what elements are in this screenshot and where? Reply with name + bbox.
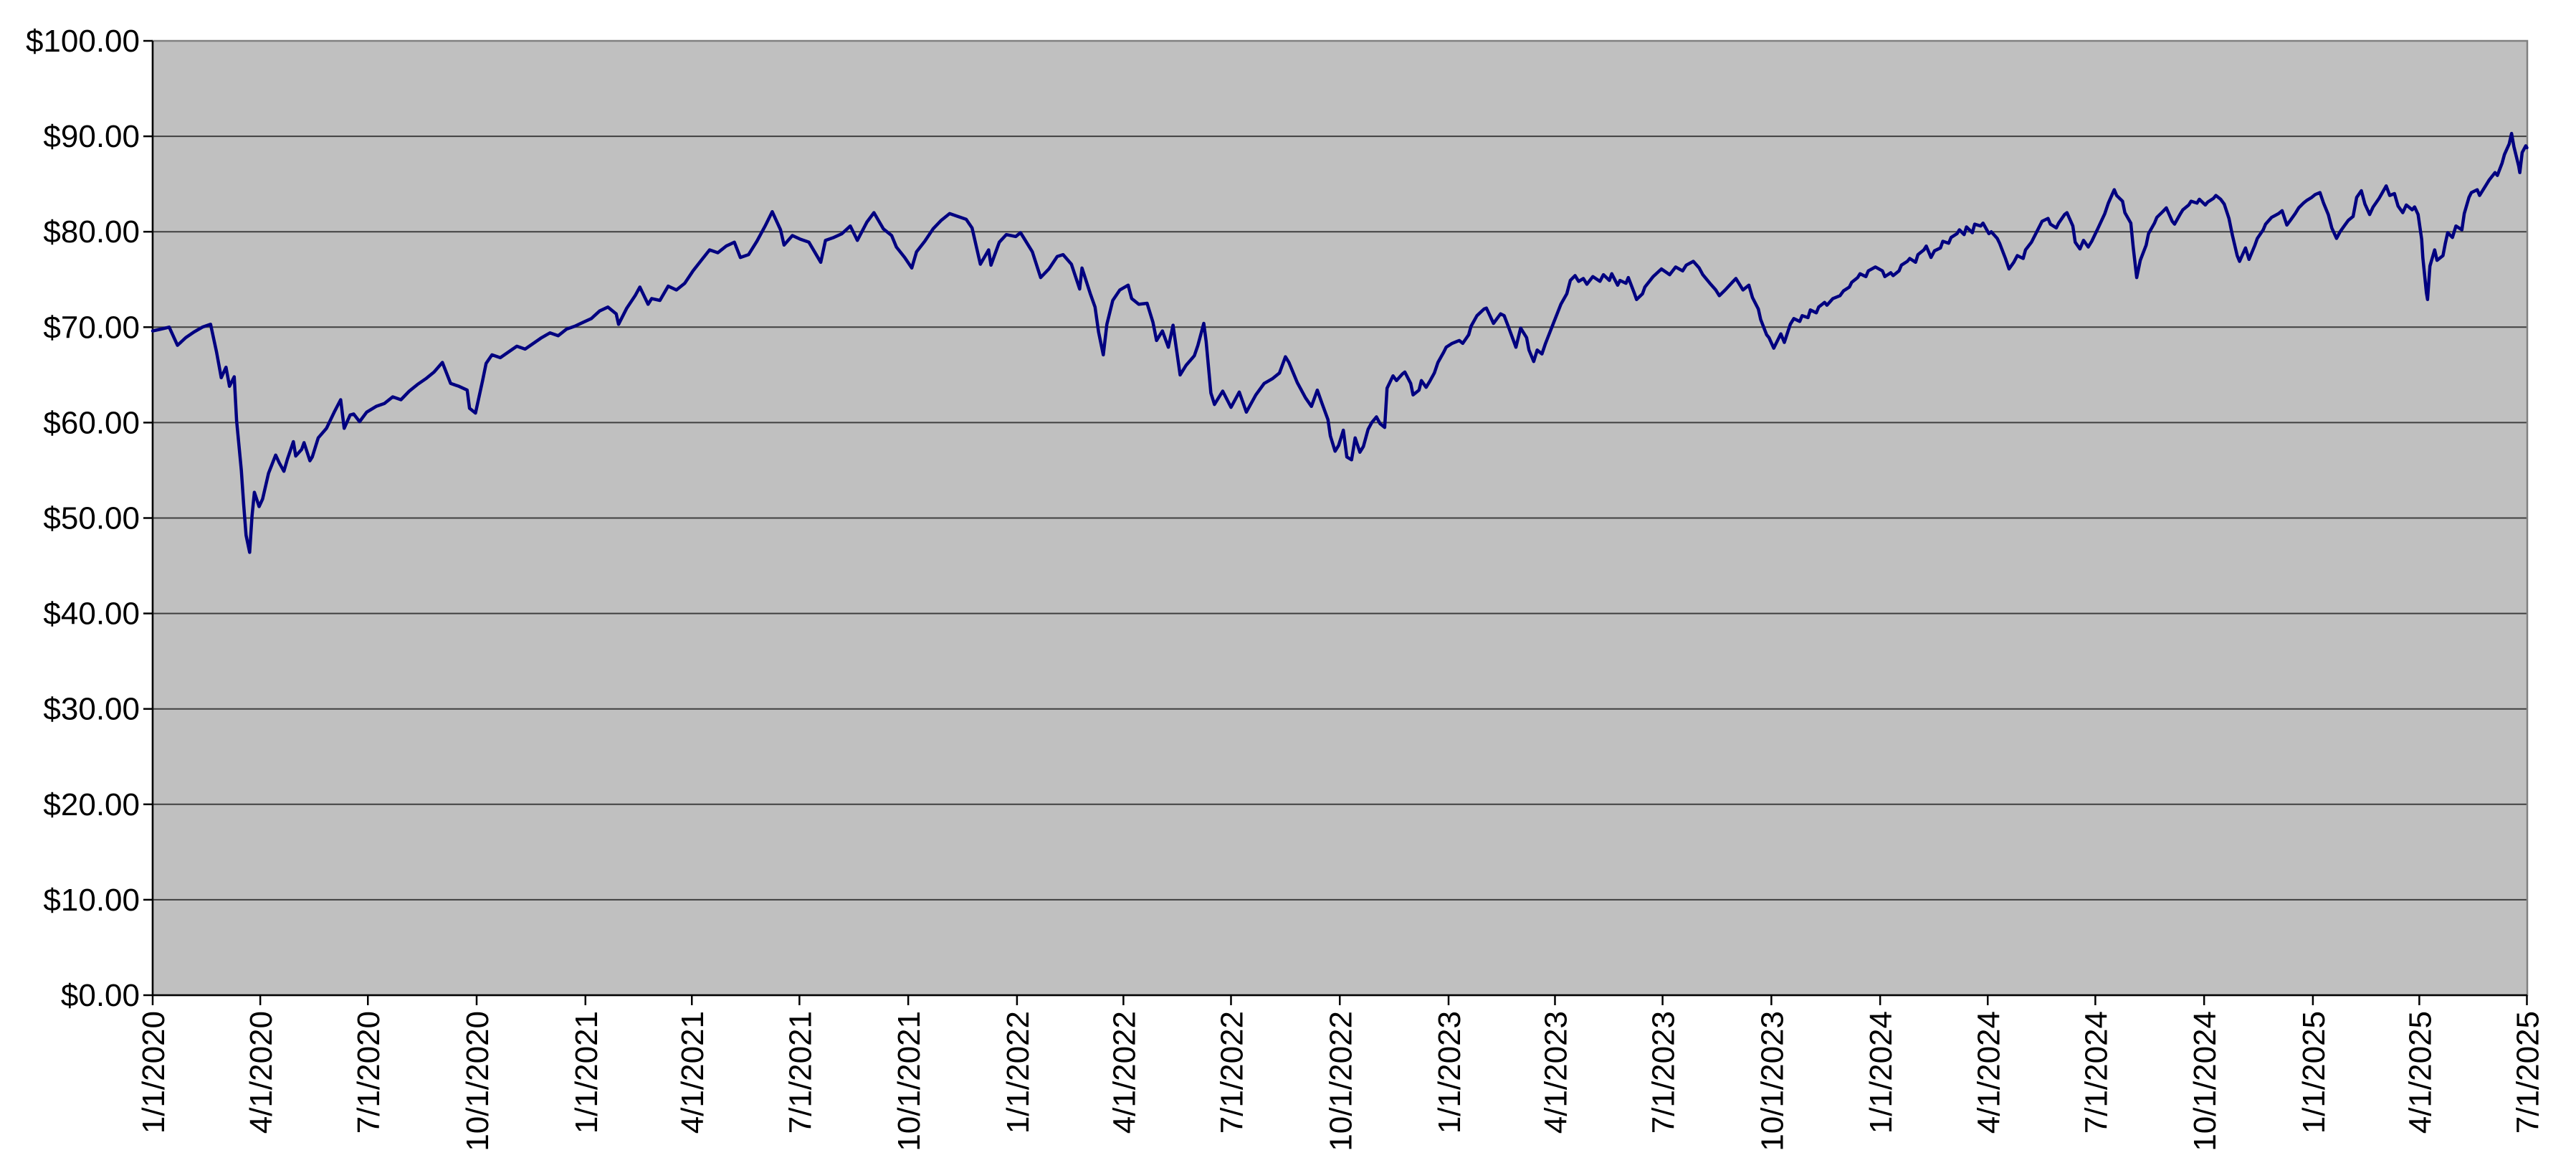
x-axis-tick-label: 10/1/2022: [1323, 1011, 1358, 1151]
x-axis-labels: 1/1/2020 4/1/2020 7/1/2020 10/1/2020 1/1/202…: [136, 1011, 2546, 1151]
x-axis-tick-label: 4/1/2024: [1971, 1011, 2006, 1134]
y-axis-tick-label: $0.00: [61, 978, 140, 1013]
y-axis-ticks: [143, 39, 153, 997]
x-axis-tick-label: 4/1/2023: [1538, 1011, 1573, 1134]
y-axis-tick-label: $20.00: [43, 787, 140, 822]
x-axis-tick-label: 10/1/2024: [2188, 1011, 2223, 1151]
price-line: [151, 131, 2529, 554]
x-axis-tick-label: 7/1/2024: [2079, 1011, 2114, 1134]
y-axis-tick-label: $50.00: [43, 501, 140, 536]
x-axis-tick-label: 1/1/2023: [1432, 1011, 1467, 1134]
x-axis-tick-label: 4/1/2025: [2403, 1011, 2438, 1134]
x-axis-tick-label: 4/1/2020: [244, 1011, 279, 1134]
x-axis-tick-label: 7/1/2025: [2511, 1011, 2546, 1134]
x-axis-tick-label: 4/1/2021: [675, 1011, 710, 1134]
y-axis-labels: $0.00 $10.00 $20.00 $30.00 $40.00 $50.00 $60.0…: [26, 24, 140, 1013]
x-axis-tick-label: 7/1/2023: [1646, 1011, 1681, 1134]
y-axis-tick-label: $100.00: [26, 24, 140, 59]
x-axis-tick-label: 1/1/2021: [569, 1011, 604, 1134]
y-axis-tick-label: $80.00: [43, 214, 140, 250]
x-axis-tick-label: 1/1/2024: [1864, 1011, 1899, 1134]
x-axis-tick-label: 10/1/2020: [460, 1011, 495, 1151]
x-axis-tick-label: 7/1/2020: [351, 1011, 386, 1134]
y-axis-tick-label: $30.00: [43, 692, 140, 727]
x-axis-tick-label: 1/1/2025: [2296, 1011, 2332, 1134]
price-line-series: [151, 131, 2529, 554]
y-axis-tick-label: $90.00: [43, 119, 140, 154]
x-axis-tick-label: 4/1/2022: [1107, 1011, 1142, 1134]
x-axis-ticks: [151, 995, 2528, 1005]
x-axis-tick-label: 7/1/2022: [1214, 1011, 1249, 1134]
x-axis-tick-label: 7/1/2021: [783, 1011, 818, 1134]
x-axis-tick-label: 10/1/2023: [1755, 1011, 1790, 1151]
x-axis-tick-label: 1/1/2022: [1001, 1011, 1036, 1134]
y-axis-tick-label: $40.00: [43, 597, 140, 632]
y-axis-tick-label: $60.00: [43, 405, 140, 440]
x-axis-tick-label: 10/1/2021: [892, 1011, 927, 1151]
y-axis-tick-label: $10.00: [43, 883, 140, 918]
x-axis-tick-label: 1/1/2020: [136, 1011, 171, 1134]
y-axis-tick-label: $70.00: [43, 310, 140, 345]
